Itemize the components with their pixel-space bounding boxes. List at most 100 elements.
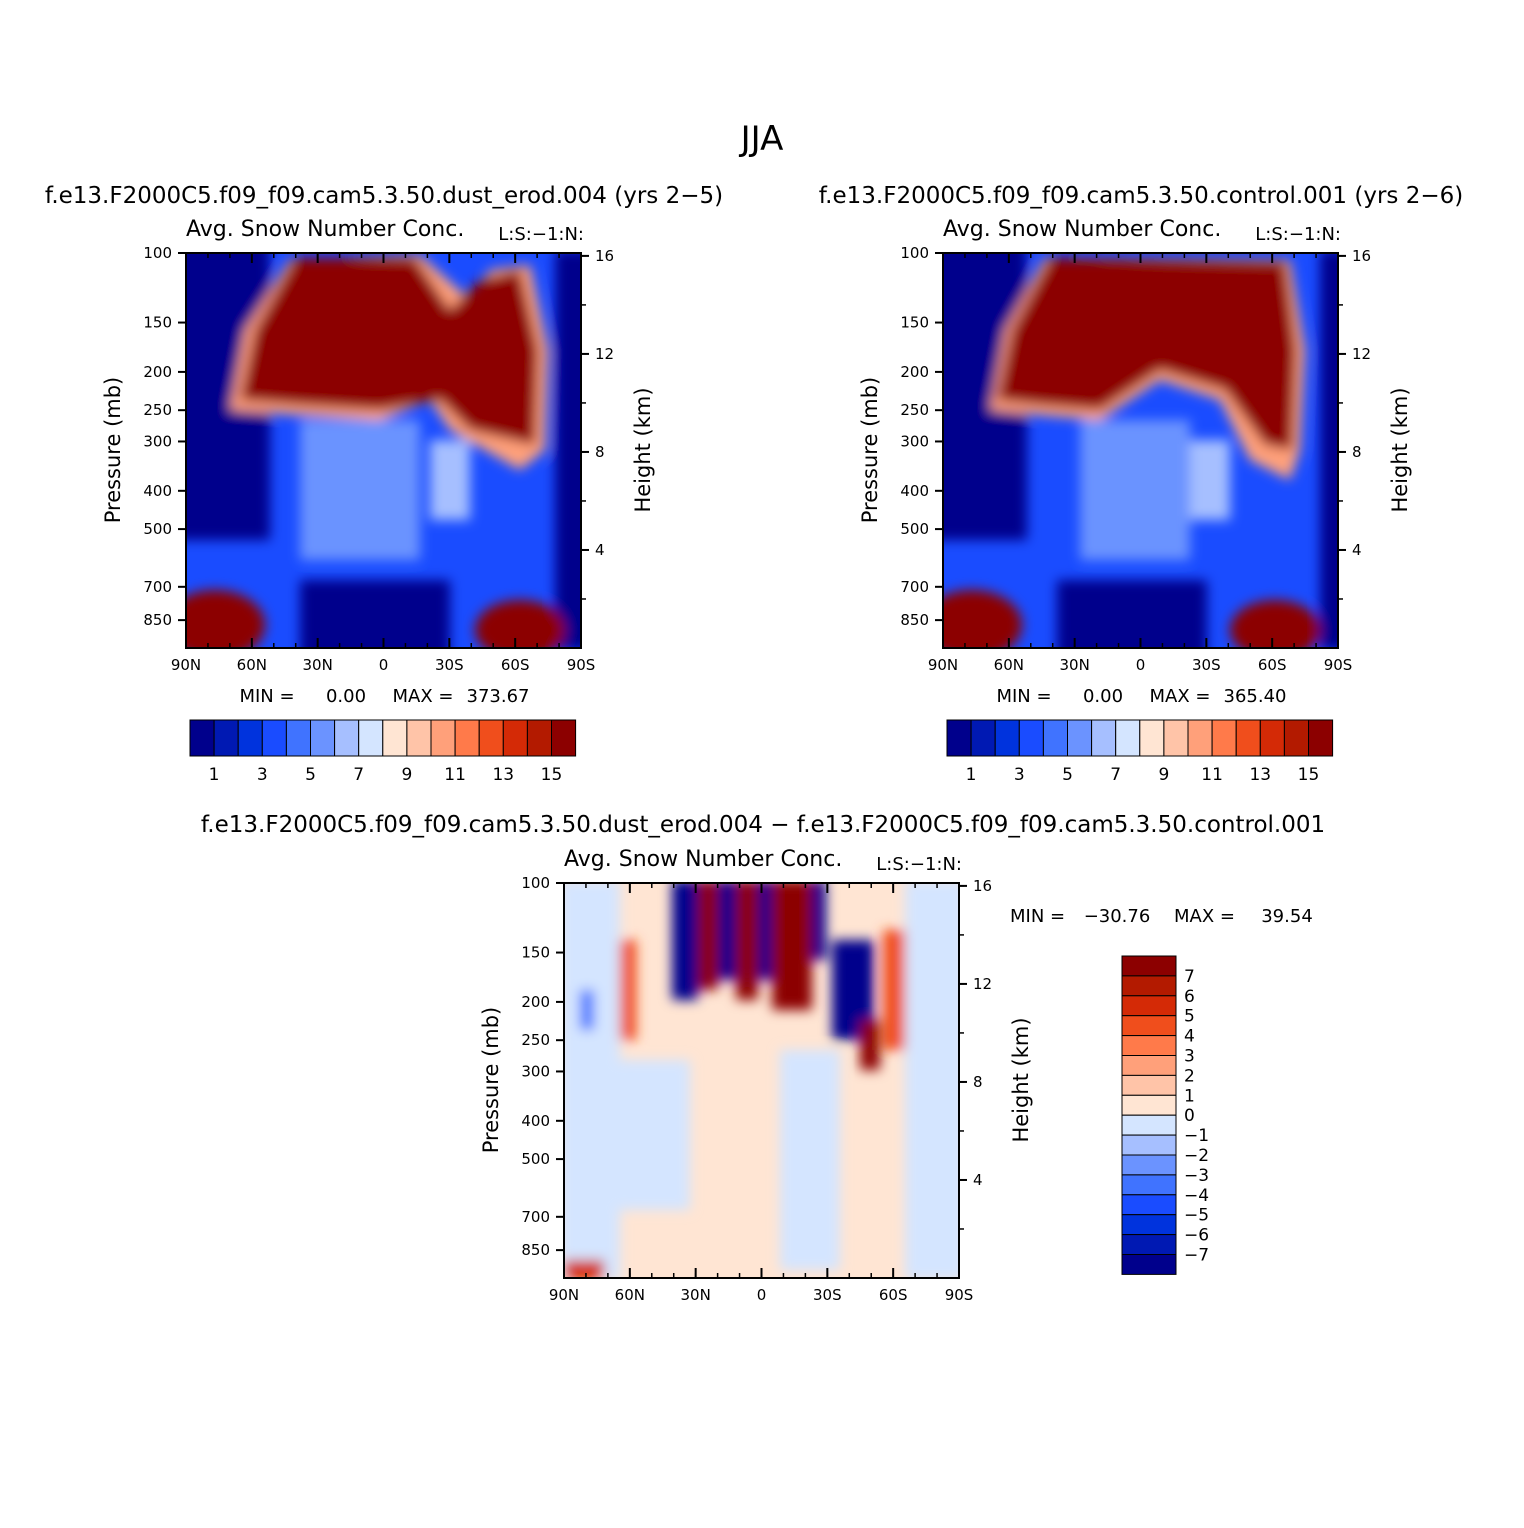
panel-1-plot-area <box>186 253 581 648</box>
panel-difference: f.e13.F2000C5.f09_f09.cam5.3.50.dust_ero… <box>201 812 1325 1304</box>
colorbar-box <box>994 719 1020 757</box>
panel-2-ytick-label: 150 <box>900 314 929 332</box>
panel-1-case-title: f.e13.F2000C5.f09_f09.cam5.3.50.dust_ero… <box>45 183 723 209</box>
panel-2-ytick-right-label: 8 <box>1352 443 1362 461</box>
colorbar-box <box>1283 719 1310 757</box>
panel-3-ytick-label: 500 <box>521 1150 550 1168</box>
panel-1-xtick-label: 30N <box>303 656 333 674</box>
panel-1-min-label: MIN = <box>239 686 294 707</box>
colorbar-box <box>1121 1234 1177 1255</box>
panel-1-ytick-label: 200 <box>143 363 172 381</box>
panel-3-case-title: f.e13.F2000C5.f09_f09.cam5.3.50.dust_ero… <box>201 812 1325 838</box>
colorbar-box <box>1115 719 1141 757</box>
colorbar-label: −4 <box>1184 1186 1209 1206</box>
panel-2-ytick-label: 850 <box>900 611 929 629</box>
panel-2-ytick-label: 400 <box>900 482 929 500</box>
panel-1-xtick-label: 90S <box>567 656 596 674</box>
colorbar-box <box>334 719 360 757</box>
panel-3-ytick-label: 400 <box>521 1112 550 1130</box>
colorbar-box <box>1121 1035 1177 1056</box>
panel-3-ytick-label: 850 <box>521 1241 550 1259</box>
panel-3-ytick-right-label: 8 <box>973 1073 983 1091</box>
panel-1-xtick-label: 0 <box>379 656 389 674</box>
panel-2-xtick-label: 90N <box>928 656 958 674</box>
colorbar-box <box>310 719 336 757</box>
colorbar-label: 5 <box>1184 1007 1195 1027</box>
colorbar-label: 2 <box>1184 1066 1195 1086</box>
panel-3-xtick-label: 0 <box>757 1286 767 1304</box>
panel-1-ytick-label: 500 <box>143 520 172 538</box>
colorbar-box <box>1042 719 1069 757</box>
panel-2-ytick-label: 250 <box>900 401 929 419</box>
colorbar-label: −7 <box>1184 1246 1209 1266</box>
colorbar-label: 13 <box>1249 765 1271 785</box>
panel-3-xtick-label: 60N <box>615 1286 645 1304</box>
colorbar-label: 0 <box>1184 1106 1195 1126</box>
panel-1-units-label: L:S:−1:N: <box>498 224 584 245</box>
colorbar-box <box>1121 1254 1177 1275</box>
panel-2-units-label: L:S:−1:N: <box>1255 224 1341 245</box>
panel-dust-erod: f.e13.F2000C5.f09_f09.cam5.3.50.dust_ero… <box>45 183 723 785</box>
panel-1-ylabel-right: Height (km) <box>631 387 655 512</box>
panel-1-colorbar: 1 3 5 7 9 11 13 15 <box>189 719 577 785</box>
panel-1-xtick-label: 30S <box>435 656 464 674</box>
colorbar-box <box>1018 719 1044 757</box>
panel-3-xtick-label: 60S <box>879 1286 908 1304</box>
panel-3-ytick-right-label: 16 <box>973 877 992 895</box>
colorbar-box <box>502 719 528 757</box>
panel-3-min-value: −30.76 <box>1084 906 1151 927</box>
colorbar-box <box>1187 719 1213 757</box>
colorbar-box <box>1163 719 1189 757</box>
panel-3-min-label: MIN = <box>1010 906 1065 927</box>
panel-1-min-value: 0.00 <box>326 686 366 707</box>
colorbar-box <box>1121 995 1177 1017</box>
panel-3-ytick-label: 300 <box>521 1062 550 1080</box>
colorbar-box <box>1121 1114 1177 1136</box>
panel-1-variable-title: Avg. Snow Number Conc. <box>186 217 464 242</box>
panel-2-xtick-label: 0 <box>1136 656 1146 674</box>
colorbar-box <box>1121 1074 1177 1096</box>
colorbar-box <box>1121 1134 1177 1156</box>
panel-2-contours <box>943 253 1338 648</box>
colorbar-box <box>454 719 480 757</box>
colorbar-box <box>1067 719 1093 757</box>
panel-3-plot-area <box>564 883 959 1278</box>
colorbar-box <box>1121 1174 1177 1196</box>
colorbar-label: 11 <box>1201 765 1223 785</box>
panel-2-xtick-label: 30N <box>1060 656 1090 674</box>
colorbar-box <box>406 719 432 757</box>
colorbar-label: 7 <box>1110 765 1121 785</box>
colorbar-box <box>526 719 553 757</box>
colorbar-label: 15 <box>1298 765 1320 785</box>
colorbar-label: −5 <box>1184 1206 1209 1226</box>
colorbar-label: 3 <box>1014 765 1025 785</box>
panel-1-ytick-right-label: 12 <box>595 345 614 363</box>
panel-3-max-value: 39.54 <box>1261 906 1313 927</box>
panel-2-xtick-label: 60N <box>994 656 1024 674</box>
colorbar-box <box>946 719 972 757</box>
panel-2-min-label: MIN = <box>996 686 1051 707</box>
panel-2-xtick-label: 60S <box>1258 656 1287 674</box>
panel-3-ytick-right-label: 12 <box>973 975 992 993</box>
panel-2-max-label: MAX = <box>1150 686 1211 707</box>
colorbar-label: −1 <box>1184 1126 1209 1146</box>
panel-2-ytick-label: 200 <box>900 363 929 381</box>
panel-2-ylabel-right: Height (km) <box>1388 387 1412 512</box>
panel-3-ytick-right-label: 4 <box>973 1171 983 1189</box>
panel-3-ylabel-right: Height (km) <box>1009 1017 1033 1142</box>
panel-1-ytick-label: 150 <box>143 314 172 332</box>
panel-3-variable-title: Avg. Snow Number Conc. <box>564 847 842 872</box>
panel-1-ytick-label: 700 <box>143 578 172 596</box>
panel-3-ytick-label: 200 <box>521 993 550 1011</box>
panel-1-ytick-right-label: 4 <box>595 541 605 559</box>
panel-1-ytick-label: 100 <box>143 244 172 262</box>
colorbar-label: 6 <box>1184 987 1195 1007</box>
colorbar-label: 11 <box>444 765 466 785</box>
panel-3-contours <box>564 883 959 1278</box>
panel-2-plot-area <box>943 253 1338 648</box>
panel-2-ytick-right-label: 12 <box>1352 345 1371 363</box>
colorbar-label: 5 <box>1062 765 1073 785</box>
panel-1-ytick-label: 300 <box>143 432 172 450</box>
panel-3-xtick-label: 30N <box>681 1286 711 1304</box>
